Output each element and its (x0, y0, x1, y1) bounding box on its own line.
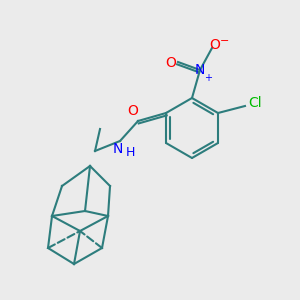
Text: −: − (220, 36, 230, 46)
Text: Cl: Cl (248, 96, 262, 110)
Text: N: N (195, 63, 205, 77)
Text: N: N (113, 142, 123, 156)
Text: O: O (166, 56, 176, 70)
Text: O: O (210, 38, 220, 52)
Text: +: + (204, 73, 212, 83)
Text: H: H (125, 146, 135, 160)
Text: O: O (128, 104, 139, 118)
